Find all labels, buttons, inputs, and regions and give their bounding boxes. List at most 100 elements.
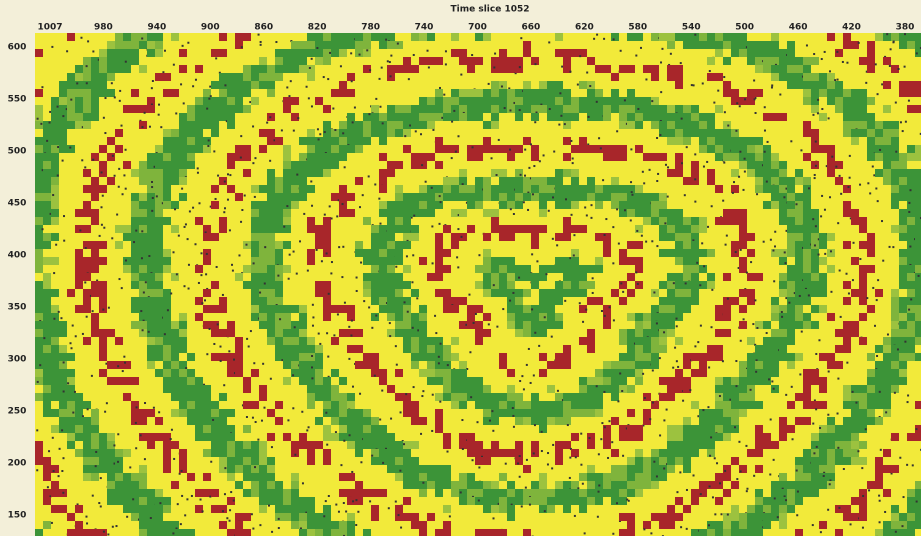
- amplitude-cell: [747, 89, 755, 97]
- amplitude-cell: [603, 113, 611, 121]
- amplitude-cell: [403, 241, 411, 249]
- amplitude-cell: [563, 281, 571, 289]
- speckle: [622, 455, 624, 457]
- amplitude-cell: [539, 105, 547, 113]
- amplitude-cell: [555, 441, 563, 449]
- amplitude-cell: [635, 473, 643, 481]
- amplitude-cell: [139, 321, 147, 329]
- amplitude-cell: [411, 201, 419, 209]
- amplitude-cell: [627, 121, 635, 129]
- amplitude-cell: [811, 489, 819, 497]
- amplitude-cell: [275, 225, 283, 233]
- amplitude-cell: [851, 441, 859, 449]
- amplitude-cell: [307, 137, 315, 145]
- speckle: [711, 289, 713, 291]
- amplitude-cell: [347, 521, 355, 529]
- amplitude-cell: [403, 193, 411, 201]
- amplitude-cell: [515, 225, 523, 233]
- speckle: [307, 270, 309, 272]
- amplitude-cell: [251, 449, 259, 457]
- speckle: [570, 140, 572, 142]
- amplitude-cell: [819, 353, 827, 361]
- speckle: [329, 52, 331, 54]
- speckle: [903, 496, 905, 498]
- amplitude-cell: [403, 497, 411, 505]
- amplitude-cell: [339, 329, 347, 337]
- amplitude-cell: [475, 153, 483, 161]
- amplitude-cell: [723, 81, 731, 89]
- amplitude-cell: [35, 345, 43, 353]
- amplitude-cell: [507, 305, 515, 313]
- amplitude-cell: [731, 297, 739, 305]
- speckle: [135, 447, 137, 449]
- amplitude-cell: [707, 169, 715, 177]
- amplitude-cell: [123, 65, 131, 73]
- amplitude-cell: [251, 281, 259, 289]
- speckle: [552, 444, 554, 446]
- amplitude-cell: [187, 409, 195, 417]
- speckle: [176, 273, 178, 275]
- amplitude-cell: [163, 305, 171, 313]
- speckle: [355, 524, 357, 526]
- top-axis-label: 500: [735, 23, 754, 33]
- amplitude-cell: [659, 313, 667, 321]
- speckle: [525, 487, 527, 489]
- amplitude-cell: [715, 433, 723, 441]
- amplitude-cell: [491, 273, 499, 281]
- amplitude-cell: [819, 73, 827, 81]
- amplitude-cell: [235, 73, 243, 81]
- amplitude-cell: [867, 57, 875, 65]
- speckle: [918, 275, 920, 277]
- speckle: [240, 135, 242, 137]
- amplitude-cell: [731, 401, 739, 409]
- speckle: [711, 205, 713, 207]
- amplitude-cell: [699, 217, 707, 225]
- speckle: [582, 483, 584, 485]
- speckle: [827, 509, 829, 511]
- speckle: [319, 343, 321, 345]
- amplitude-cell: [123, 497, 131, 505]
- amplitude-cell: [467, 153, 475, 161]
- amplitude-cell: [699, 481, 707, 489]
- amplitude-cell: [691, 441, 699, 449]
- amplitude-cell: [267, 81, 275, 89]
- amplitude-cell: [771, 353, 779, 361]
- amplitude-cell: [211, 425, 219, 433]
- speckle: [457, 135, 459, 137]
- amplitude-cell: [403, 145, 411, 153]
- amplitude-cell: [491, 185, 499, 193]
- amplitude-cell: [819, 113, 827, 121]
- amplitude-cell: [363, 441, 371, 449]
- amplitude-cell: [51, 201, 59, 209]
- speckle: [51, 522, 53, 524]
- speckle: [327, 78, 329, 80]
- amplitude-cell: [715, 417, 723, 425]
- amplitude-cell: [331, 521, 339, 529]
- amplitude-cell: [747, 97, 755, 105]
- amplitude-cell: [907, 489, 915, 497]
- amplitude-cell: [179, 313, 187, 321]
- amplitude-cell: [475, 105, 483, 113]
- amplitude-cell: [179, 385, 187, 393]
- amplitude-cell: [675, 297, 683, 305]
- amplitude-cell: [499, 497, 507, 505]
- amplitude-cell: [171, 481, 179, 489]
- amplitude-cell: [683, 417, 691, 425]
- amplitude-cell: [755, 489, 763, 497]
- amplitude-cell: [467, 57, 475, 65]
- amplitude-cell: [763, 41, 771, 49]
- amplitude-cell: [675, 369, 683, 377]
- amplitude-cell: [787, 425, 795, 433]
- amplitude-cell: [611, 33, 619, 41]
- amplitude-cell: [907, 337, 915, 345]
- amplitude-cell: [299, 49, 307, 57]
- speckle: [656, 475, 658, 477]
- amplitude-cell: [51, 233, 59, 241]
- amplitude-cell: [51, 97, 59, 105]
- speckle: [179, 473, 181, 475]
- amplitude-cell: [723, 57, 731, 65]
- amplitude-cell: [323, 297, 331, 305]
- speckle: [904, 66, 906, 68]
- amplitude-cell: [411, 521, 419, 529]
- amplitude-cell: [595, 89, 603, 97]
